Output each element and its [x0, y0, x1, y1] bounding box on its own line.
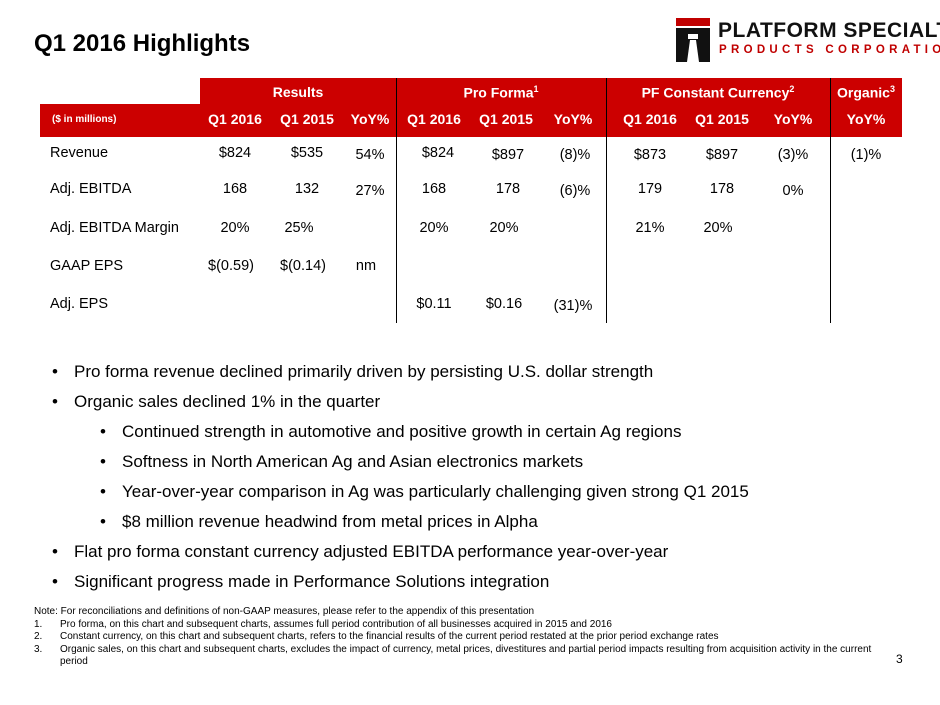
- header-organic-bg: [830, 78, 902, 108]
- header-proforma-bg: [396, 78, 606, 108]
- col-header: YoY%: [773, 111, 813, 127]
- table-cell: $(0.59): [208, 258, 254, 274]
- col-header: YoY%: [846, 111, 886, 127]
- table-cell: 179: [637, 181, 663, 197]
- column-header-bar: [40, 104, 902, 137]
- table-cell: $(0.14): [280, 258, 326, 274]
- col-header: Q1 2016: [407, 111, 461, 127]
- company-logo: PLATFORM SPECIALTY PRODUCTS CORPORATION: [676, 18, 940, 70]
- list-item: Year-over-year comparison in Ag was part…: [100, 482, 749, 512]
- list-item: Pro forma revenue declined primarily dri…: [52, 362, 749, 392]
- footnote-intro: Note: For reconciliations and definition…: [34, 606, 535, 617]
- table-cell: 168: [421, 181, 447, 197]
- col-header: Q1 2016: [623, 111, 677, 127]
- table-cell: (8)%: [559, 147, 591, 163]
- col-header: YoY%: [553, 111, 593, 127]
- logo-mark-icon: [676, 18, 710, 62]
- table-cell: 132: [294, 181, 320, 197]
- table-cell: 20%: [703, 220, 733, 236]
- footnote: 2. Constant currency, on this chart and s…: [34, 631, 719, 642]
- list-item: Continued strength in automotive and pos…: [100, 422, 749, 452]
- table-cell: $824: [421, 145, 455, 161]
- table-cell: (3)%: [777, 147, 809, 163]
- col-header: Q1 2016: [208, 111, 262, 127]
- table-cell: $0.16: [485, 296, 523, 312]
- table-cell: $535: [290, 145, 324, 161]
- table-cell: (6)%: [559, 183, 591, 199]
- footnotes: Note: For reconciliations and definition…: [34, 606, 894, 669]
- highlights-list: Pro forma revenue declined primarily dri…: [52, 362, 749, 602]
- table-cell: $873: [633, 147, 667, 163]
- page-number: 3: [896, 652, 903, 666]
- row-label-gaap-eps: GAAP EPS: [50, 258, 124, 274]
- table-cell: $0.11: [416, 296, 452, 312]
- logo-line-2: PRODUCTS CORPORATION: [719, 44, 940, 56]
- table-cell: 20%: [489, 220, 519, 236]
- divider: [396, 78, 397, 323]
- group-results-label: Results: [272, 84, 324, 100]
- table-cell: 168: [222, 181, 248, 197]
- table-cell: 25%: [284, 220, 314, 236]
- table-cell: (1)%: [850, 147, 882, 163]
- logo-line-1: PLATFORM SPECIALTY: [718, 19, 940, 42]
- group-organic-label: Organic3: [837, 84, 895, 101]
- footnote: 1. Pro forma, on this chart and subsequen…: [34, 618, 612, 630]
- row-label-adj-ebitda: Adj. EBITDA: [50, 181, 132, 197]
- table-cell: 54%: [355, 147, 385, 163]
- row-label-revenue: Revenue: [50, 145, 109, 161]
- col-header: YoY%: [350, 111, 390, 127]
- divider: [606, 78, 607, 323]
- table-cell: $897: [491, 147, 525, 163]
- table-cell: 27%: [355, 183, 385, 199]
- footnote: 3. Organic sales, on this chart and subse…: [34, 643, 872, 668]
- col-header: Q1 2015: [280, 111, 334, 127]
- table-cell: 0%: [782, 183, 804, 199]
- list-item: Organic sales declined 1% in the quarter: [52, 392, 749, 422]
- header-pfcc-bg: [606, 78, 830, 108]
- divider: [830, 78, 831, 323]
- table-cell: $824: [218, 145, 252, 161]
- table-cell: (31)%: [553, 298, 593, 314]
- table-cell: 20%: [419, 220, 449, 236]
- table-cell: $897: [705, 147, 739, 163]
- list-item: Flat pro forma constant currency adjuste…: [52, 542, 749, 572]
- page-title: Q1 2016 Highlights: [34, 30, 251, 57]
- list-item: $8 million revenue headwind from metal p…: [100, 512, 749, 542]
- row-label-adj-eps: Adj. EPS: [50, 296, 109, 312]
- list-item: Significant progress made in Performance…: [52, 572, 749, 602]
- col-header: Q1 2015: [479, 111, 533, 127]
- group-pfcc-label: PF Constant Currency2: [641, 84, 795, 101]
- col-header: Q1 2015: [695, 111, 749, 127]
- units-label: ($ in millions): [52, 114, 117, 125]
- group-proforma-label: Pro Forma1: [463, 84, 539, 101]
- table-cell: 20%: [220, 220, 250, 236]
- table-cell: 178: [495, 181, 521, 197]
- table-cell: nm: [355, 258, 377, 274]
- list-item: Softness in North American Ag and Asian …: [100, 452, 749, 482]
- table-cell: 178: [709, 181, 735, 197]
- header-results-bg: [200, 78, 396, 108]
- table-cell: 21%: [635, 220, 665, 236]
- row-label-adj-ebitda-margin: Adj. EBITDA Margin: [50, 220, 179, 236]
